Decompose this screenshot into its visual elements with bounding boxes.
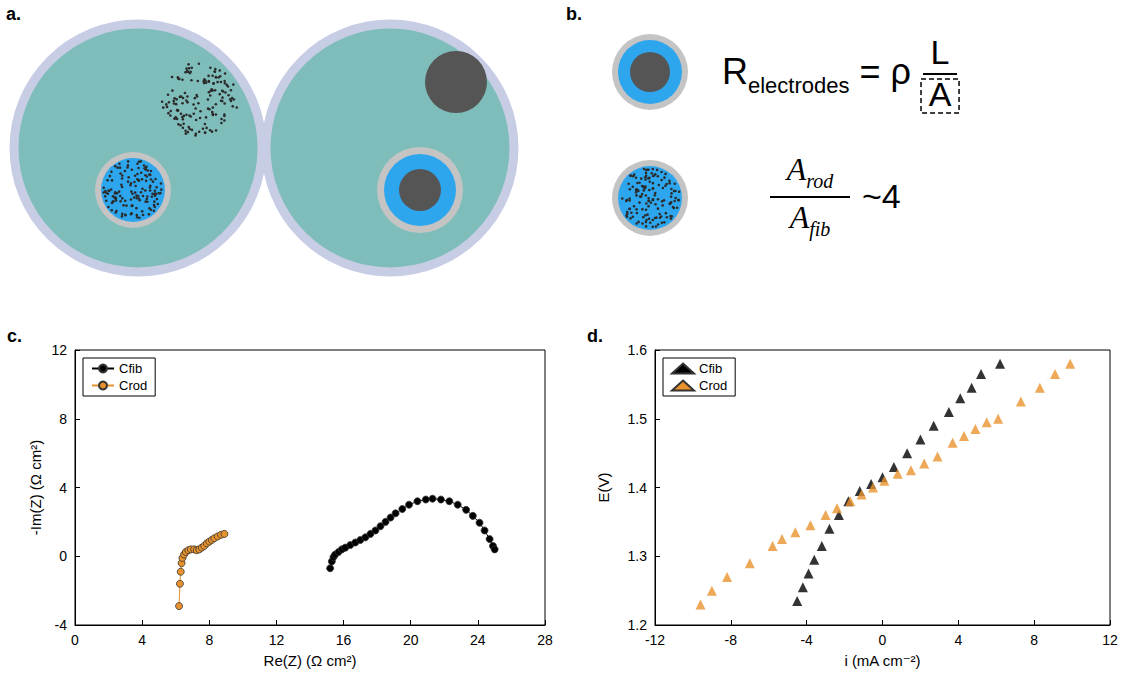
svg-text:Crod: Crod <box>119 378 147 393</box>
svg-text:E(V): E(V) <box>595 472 612 502</box>
svg-text:-8: -8 <box>725 632 738 648</box>
svg-text:1.4: 1.4 <box>628 480 648 496</box>
svg-text:Cfib: Cfib <box>119 361 142 376</box>
svg-text:c.: c. <box>7 326 22 346</box>
svg-text:12: 12 <box>269 632 285 648</box>
svg-text:8: 8 <box>59 411 67 427</box>
svg-text:A: A <box>929 75 952 113</box>
svg-text:Re(Z) (Ω cm²): Re(Z) (Ω cm²) <box>264 652 357 669</box>
svg-text:a.: a. <box>6 4 21 24</box>
svg-text:Arod: Arod <box>785 151 835 192</box>
svg-text:12: 12 <box>1102 632 1118 648</box>
svg-text:28: 28 <box>537 632 553 648</box>
svg-text:1.5: 1.5 <box>628 411 648 427</box>
svg-text:20: 20 <box>403 632 419 648</box>
svg-text:0: 0 <box>59 548 67 564</box>
svg-text:0: 0 <box>879 632 887 648</box>
svg-text:16: 16 <box>336 632 352 648</box>
svg-text:12: 12 <box>51 342 67 358</box>
svg-text:b.: b. <box>566 4 582 24</box>
svg-text:-Im(Z) (Ω cm²): -Im(Z) (Ω cm²) <box>27 440 44 535</box>
svg-text:8: 8 <box>205 632 213 648</box>
svg-text:~4: ~4 <box>862 177 901 215</box>
svg-text:1.3: 1.3 <box>628 548 648 564</box>
svg-text:Crod: Crod <box>699 378 727 393</box>
svg-text:i (mA cm⁻²): i (mA cm⁻²) <box>844 652 920 669</box>
svg-text:1.2: 1.2 <box>628 617 648 633</box>
svg-text:0: 0 <box>71 632 79 648</box>
svg-text:4: 4 <box>59 480 67 496</box>
svg-text:1.6: 1.6 <box>628 342 648 358</box>
svg-text:-4: -4 <box>800 632 813 648</box>
svg-text:Cfib: Cfib <box>699 361 722 376</box>
svg-text:4: 4 <box>954 632 962 648</box>
svg-text:-12: -12 <box>645 632 665 648</box>
svg-text:L: L <box>931 33 950 71</box>
svg-text:24: 24 <box>470 632 486 648</box>
svg-text:8: 8 <box>1030 632 1038 648</box>
svg-text:-4: -4 <box>55 617 68 633</box>
svg-text:Afib: Afib <box>788 199 831 241</box>
svg-text:d.: d. <box>587 326 603 346</box>
svg-text:Relectrodes=ρ: Relectrodes=ρ <box>722 51 911 98</box>
svg-text:4: 4 <box>138 632 146 648</box>
